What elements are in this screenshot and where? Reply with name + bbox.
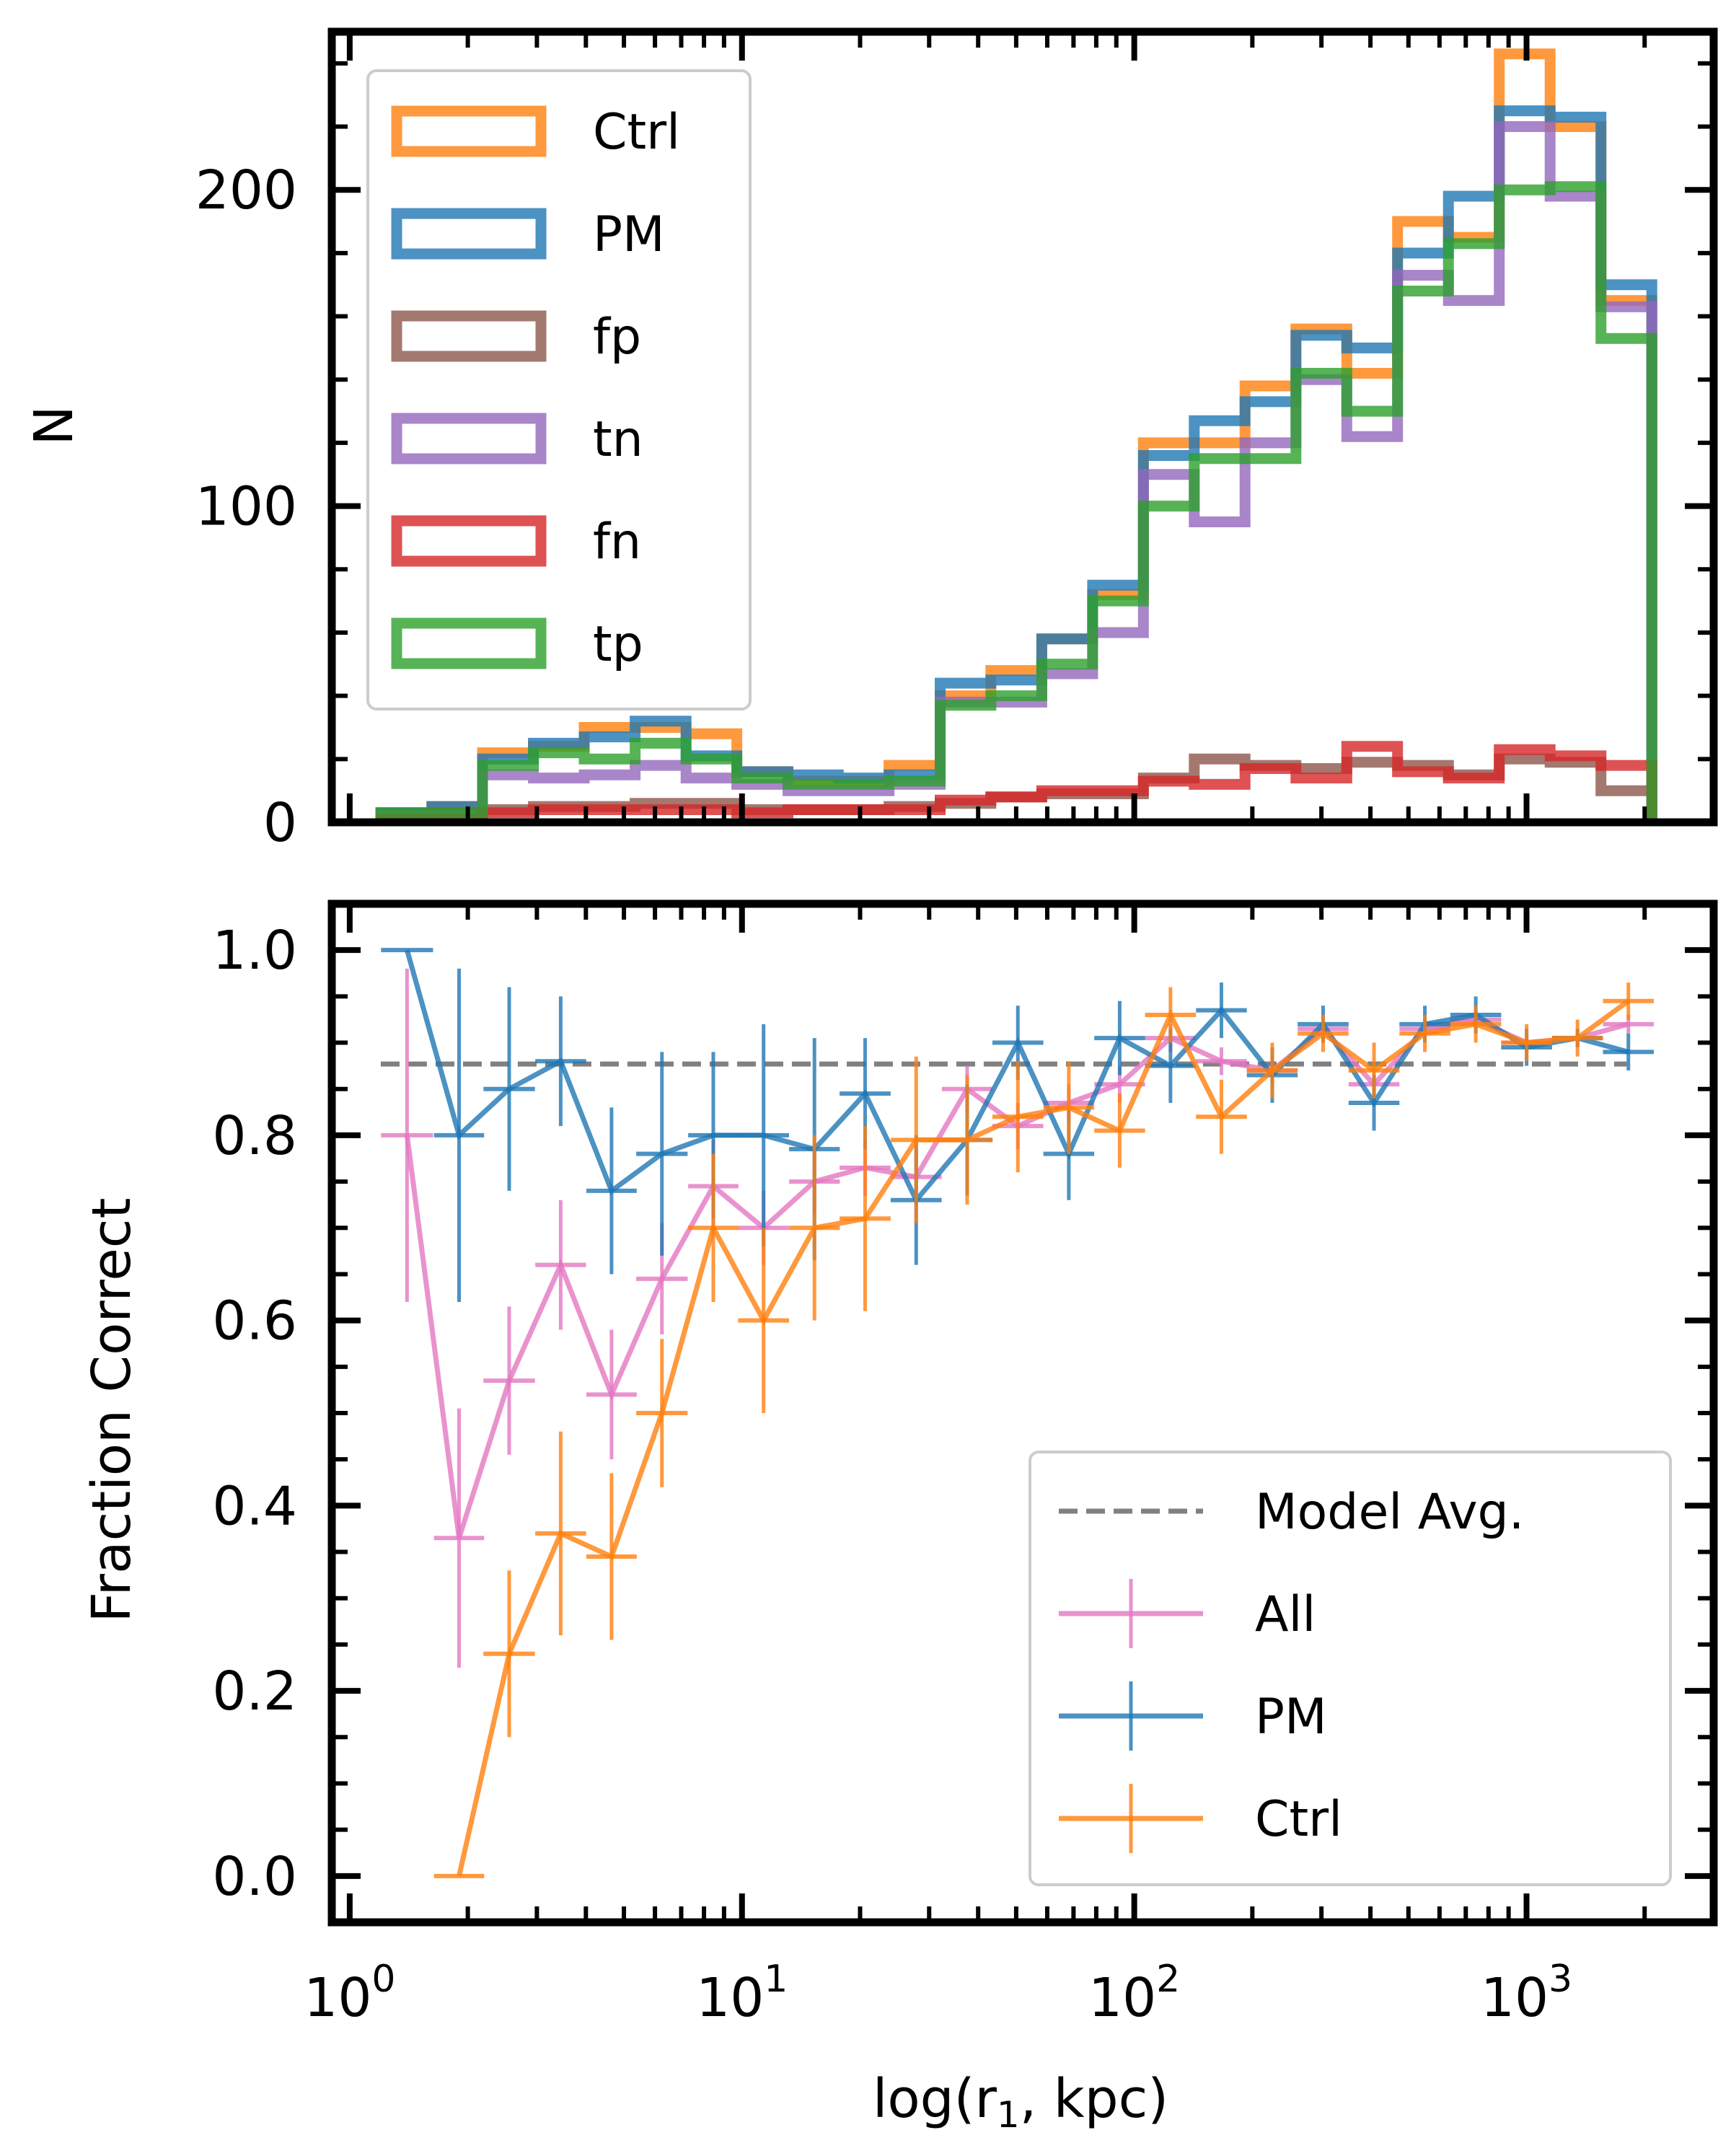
top-histogram-panel: 0 100 200 N Ctrl PM fp tn fn tp — [23, 27, 1718, 854]
top-y-tick-label: 0 — [263, 792, 297, 854]
bottom-y-tick-label: 0.8 — [212, 1105, 297, 1167]
top-frame — [327, 27, 1718, 827]
bottom-y-tick-label: 1.0 — [212, 920, 297, 982]
histogram-pm — [375, 105, 1657, 822]
top-histogram-bars — [375, 48, 1657, 825]
legend-label-all: All — [1255, 1586, 1316, 1643]
top-y-axis-label: N — [23, 405, 85, 445]
legend-label-tp: tp — [593, 616, 643, 673]
bottom-legend-box — [1029, 1451, 1672, 1886]
top-y-tick-label: 200 — [195, 159, 297, 221]
legend-label-fp: fp — [593, 309, 641, 366]
legend-swatch-pm — [391, 208, 547, 260]
bottom-fraction-series — [380, 948, 1654, 1878]
top-axes: 0 100 200 — [195, 27, 1718, 854]
legend-swatch-tp — [391, 617, 547, 669]
top-legend-box — [366, 69, 752, 710]
series-ctrl — [433, 982, 1654, 1878]
legend-swatch-fn — [391, 515, 547, 567]
legend-swatch-ctrl — [391, 105, 547, 157]
bottom-legend: Model Avg. All PM Ctrl — [1029, 1451, 1672, 1886]
bottom-y-axis-label: Fraction Correct — [81, 1197, 143, 1622]
bottom-y-tick-label: 0.2 — [212, 1660, 297, 1722]
bottom-x-tick-label: 102 — [1088, 1958, 1180, 2029]
legend-swatch-tn — [391, 413, 547, 465]
legend-handle-pm — [1059, 1681, 1203, 1751]
histogram-tp — [375, 181, 1657, 822]
top-y-tick-label: 100 — [195, 476, 297, 538]
bottom-y-tick-label: 0.0 — [212, 1846, 297, 1908]
legend-label-tn: tn — [593, 411, 643, 468]
bottom-y-tick-label: 0.6 — [212, 1290, 297, 1352]
bottom-x-axis-label: log(r1, kpc) — [873, 2068, 1168, 2136]
legend-swatch-fp — [391, 310, 547, 362]
legend-label-model-avg: Model Avg. — [1255, 1484, 1524, 1541]
legend-handle-ctrl — [1059, 1784, 1203, 1853]
bottom-axes: 0.0 0.2 0.4 0.6 0.8 1.0 100 101 102 103 — [212, 899, 1718, 2029]
histogram-fn — [375, 741, 1657, 825]
bottom-x-tick-label: 103 — [1481, 1958, 1572, 2029]
legend-label-ctrl: Ctrl — [593, 104, 680, 161]
legend-label-fn: fn — [593, 514, 641, 571]
legend-handle-all — [1059, 1579, 1203, 1648]
top-legend: Ctrl PM fp tn fn tp — [366, 69, 752, 710]
legend-label-pm: PM — [1255, 1689, 1327, 1746]
legend-label-pm: PM — [593, 206, 665, 263]
legend-label-ctrl: Ctrl — [1255, 1791, 1342, 1848]
bottom-x-tick-label: 100 — [304, 1958, 395, 2029]
bottom-y-tick-label: 0.4 — [212, 1475, 297, 1537]
bottom-fraction-panel: 0.0 0.2 0.4 0.6 0.8 1.0 100 101 102 103 Fraction … — [81, 899, 1718, 2136]
bottom-x-tick-label: 101 — [696, 1958, 788, 2029]
